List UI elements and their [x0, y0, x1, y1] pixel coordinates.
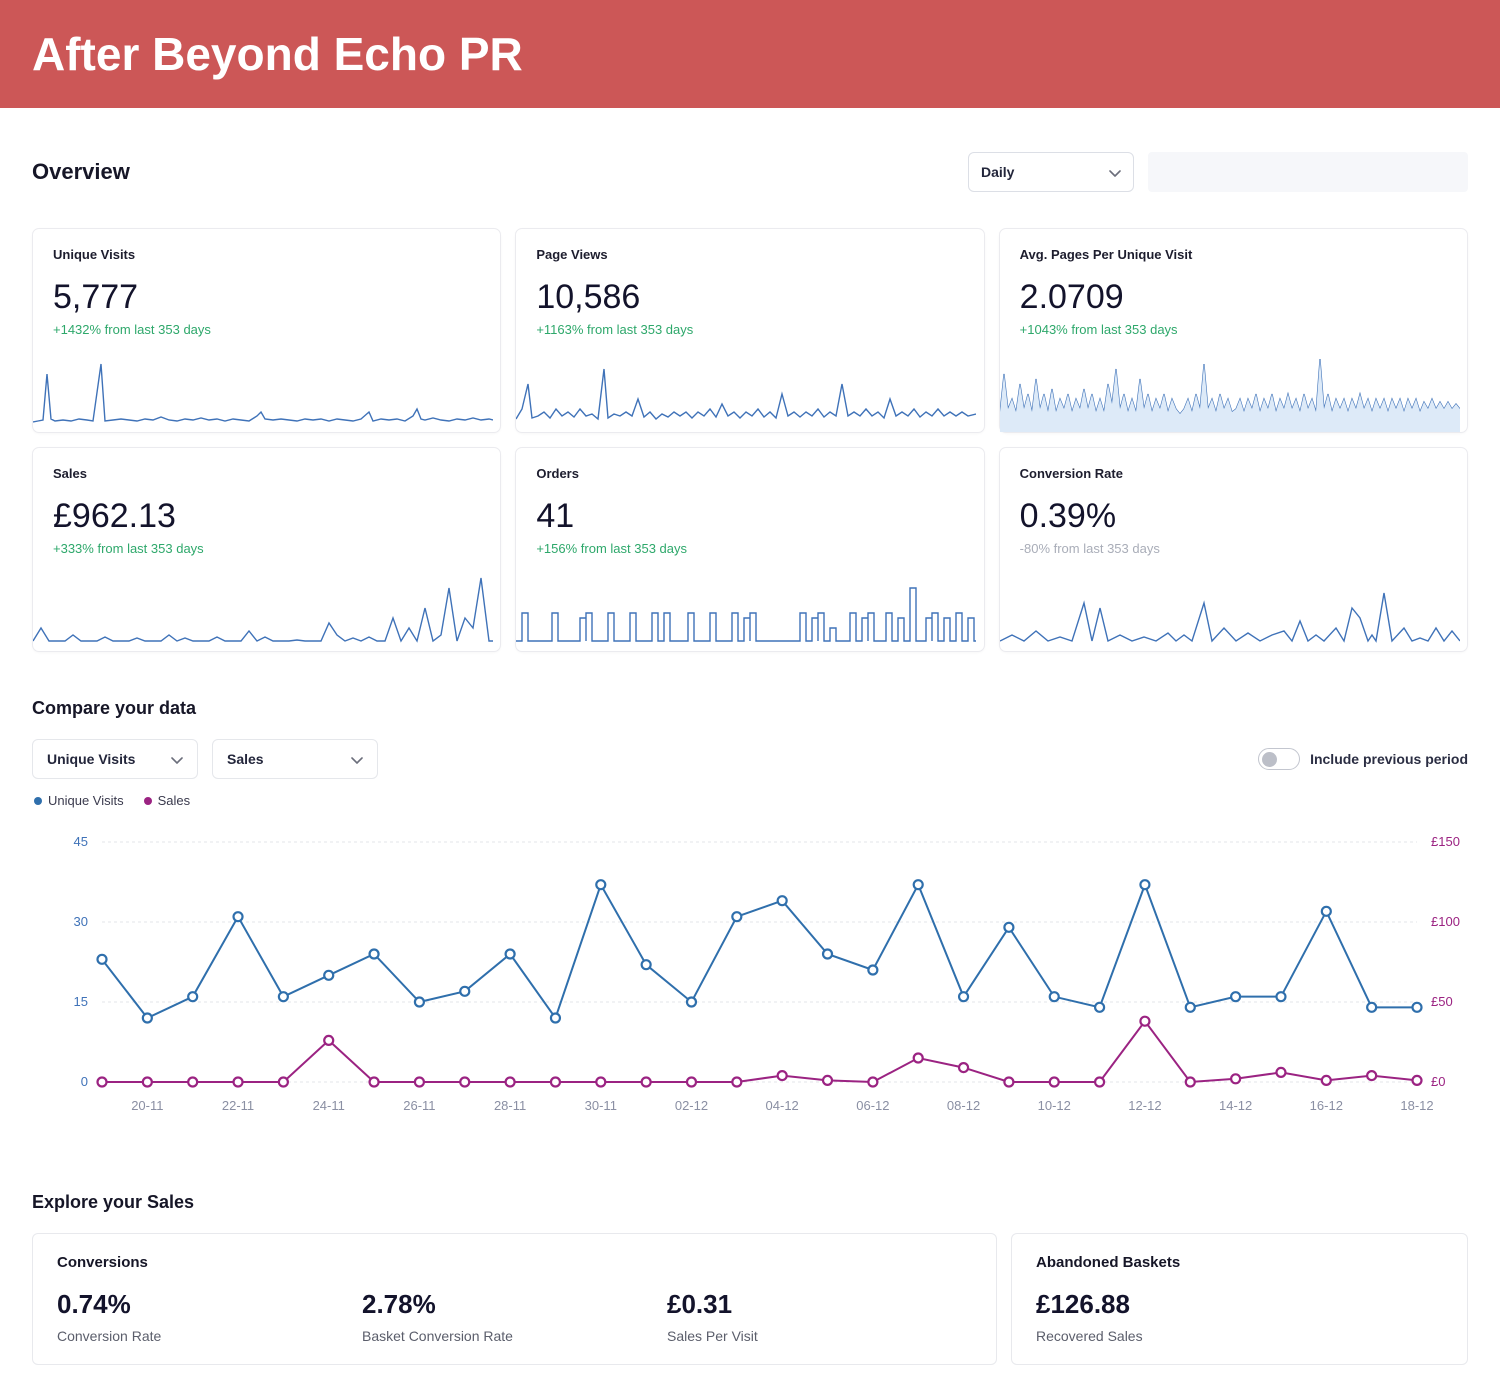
svg-text:02-12: 02-12 — [675, 1098, 708, 1113]
svg-text:15: 15 — [74, 994, 88, 1009]
svg-text:14-12: 14-12 — [1219, 1098, 1252, 1113]
svg-text:£150: £150 — [1431, 834, 1460, 849]
svg-text:30-11: 30-11 — [585, 1098, 617, 1113]
svg-text:£50: £50 — [1431, 994, 1453, 1009]
svg-text:28-11: 28-11 — [494, 1098, 526, 1113]
svg-text:04-12: 04-12 — [766, 1098, 799, 1113]
svg-text:10-12: 10-12 — [1038, 1098, 1071, 1113]
svg-text:12-12: 12-12 — [1128, 1098, 1161, 1113]
svg-text:20-11: 20-11 — [131, 1098, 163, 1113]
svg-text:08-12: 08-12 — [947, 1098, 980, 1113]
svg-text:24-11: 24-11 — [313, 1098, 345, 1113]
svg-text:22-11: 22-11 — [222, 1098, 254, 1113]
svg-text:30: 30 — [74, 914, 88, 929]
svg-text:26-11: 26-11 — [403, 1098, 435, 1113]
svg-text:18-12: 18-12 — [1400, 1098, 1433, 1113]
svg-text:0: 0 — [81, 1074, 88, 1089]
svg-text:06-12: 06-12 — [856, 1098, 889, 1113]
svg-text:45: 45 — [74, 834, 88, 849]
svg-text:£100: £100 — [1431, 914, 1460, 929]
svg-text:16-12: 16-12 — [1310, 1098, 1343, 1113]
svg-text:£0: £0 — [1431, 1074, 1445, 1089]
